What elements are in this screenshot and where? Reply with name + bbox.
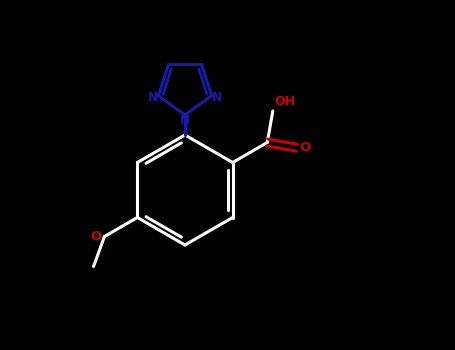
Text: O: O — [90, 230, 101, 243]
Text: N: N — [148, 91, 158, 104]
Text: OH: OH — [275, 95, 296, 108]
Text: O: O — [300, 141, 311, 154]
Text: N: N — [180, 114, 190, 127]
Text: N: N — [212, 91, 222, 104]
